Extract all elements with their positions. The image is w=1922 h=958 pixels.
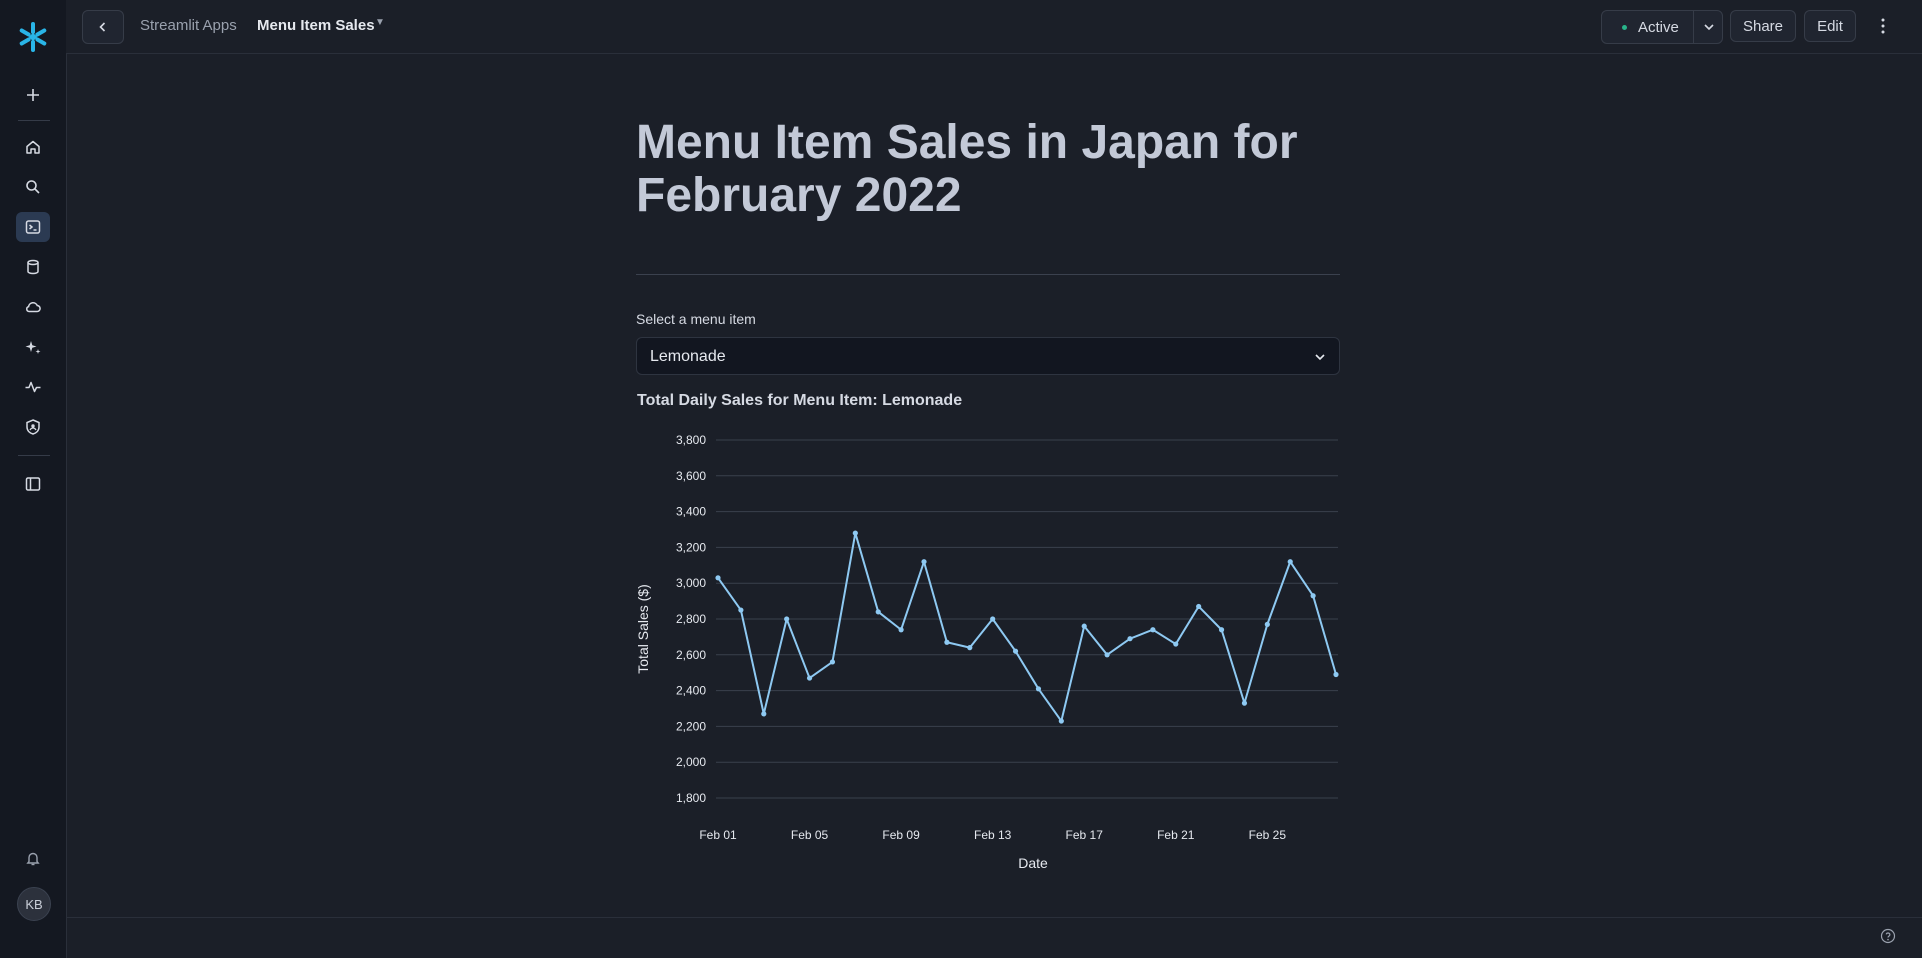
series-line [717,532,1337,723]
chart-title: Total Daily Sales for Menu Item: Lemonad… [637,392,963,409]
bell-icon[interactable] [16,843,50,873]
x-tick-label: Feb 25 [1249,828,1287,842]
data-point [1058,718,1064,724]
y-axis-title: Total Sales ($) [635,584,651,673]
chevron-down-icon[interactable] [1700,18,1718,36]
y-tick-label: 3,600 [676,469,706,483]
data-point [1218,627,1225,633]
menu-item-select[interactable]: Lemonade [636,337,1340,375]
sparkle-icon[interactable] [16,332,50,362]
status-dot-icon [1622,25,1627,30]
y-tick-label: 2,200 [676,719,706,733]
sales-line-chart: 1,800 2,000 2,200 2,400 2,600 2,800 3,000 3,200… [635,433,1339,871]
data-point [1127,636,1133,642]
data-point [1196,603,1202,610]
data-point [715,575,721,581]
shield-icon[interactable] [16,412,50,442]
plus-icon[interactable] [16,80,50,110]
y-tick-label: 3,200 [676,540,706,554]
x-axis-title: Date [1018,855,1048,871]
divider [18,120,50,121]
x-tick-label: Feb 01 [699,828,737,842]
user-avatar[interactable]: KB [17,887,51,921]
chevron-down-icon [1315,354,1325,361]
data-point [967,645,973,651]
y-tick-label: 3,800 [676,433,706,447]
data-point [944,639,950,645]
data-point [1333,671,1339,678]
data-point [1310,593,1316,599]
divider [66,917,1922,918]
divider [1693,11,1694,43]
cloud-icon[interactable] [16,292,50,322]
data-point [1012,648,1019,654]
breadcrumb-parent[interactable]: Streamlit Apps [140,17,237,34]
search-icon[interactable] [16,172,50,202]
activity-icon[interactable] [16,372,50,402]
data-point [921,559,927,565]
divider [18,455,50,456]
help-icon[interactable] [1880,928,1896,944]
data-point [1081,623,1087,629]
data-point [1104,652,1110,658]
chevron-left-icon [99,22,106,32]
y-tick-label: 2,400 [676,684,706,698]
x-tick-label: Feb 17 [1066,828,1104,842]
top-bar: Streamlit Apps Menu Item Sales ▼ Active … [66,0,1922,54]
data-point [875,609,881,615]
data-point [1241,700,1248,706]
x-tick-label: Feb 09 [882,828,920,842]
status-dropdown[interactable]: Active [1601,10,1723,44]
data-point [1264,621,1270,627]
data-point [990,616,996,622]
data-point [1287,559,1293,565]
data-point [761,711,767,717]
left-nav-rail: KB [0,0,67,958]
data-point [1035,686,1042,692]
back-button[interactable] [82,10,124,44]
status-label: Active [1638,19,1679,36]
terminal-icon[interactable] [16,212,50,242]
panel-toggle-icon[interactable] [16,469,50,499]
database-icon[interactable] [16,252,50,282]
data-point [784,616,790,622]
data-point [852,530,858,536]
data-point [898,627,904,633]
select-value: Lemonade [650,348,726,365]
y-tick-label: 3,000 [676,576,706,590]
data-point [738,607,744,613]
x-tick-label: Feb 13 [974,828,1012,842]
x-tick-label: Feb 21 [1157,828,1195,842]
page-title: Menu Item Sales in Japan for February 20… [636,116,1298,222]
y-tick-label: 2,000 [676,755,706,769]
data-point [806,675,813,681]
breadcrumb-current[interactable]: Menu Item Sales [257,17,375,34]
select-label: Select a menu item [636,311,756,327]
data-point [1173,641,1179,647]
snowflake-logo[interactable] [16,20,50,54]
data-point [829,659,836,665]
home-icon[interactable] [16,132,50,162]
edit-button[interactable]: Edit [1804,10,1856,42]
data-point [1150,627,1156,633]
share-button[interactable]: Share [1730,10,1796,42]
divider [636,274,1340,275]
y-tick-label: 1,800 [676,791,706,805]
caret-down-icon[interactable]: ▼ [375,17,385,28]
y-tick-label: 2,600 [676,648,706,662]
x-tick-label: Feb 05 [791,828,829,842]
more-options-icon[interactable] [1871,14,1895,38]
y-tick-label: 3,400 [676,505,706,519]
y-tick-label: 2,800 [676,612,706,626]
